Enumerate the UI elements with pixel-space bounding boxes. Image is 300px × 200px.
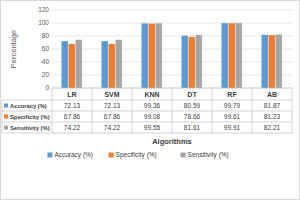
bar [69, 44, 75, 88]
table-line [292, 88, 293, 133]
table-line [2, 111, 292, 112]
table-line [212, 88, 213, 133]
table-row-label: Specificity (%) [10, 114, 50, 120]
table-value: 81.87 [264, 102, 281, 109]
grid-line [52, 62, 292, 63]
chart-container: 0 20 40 60 80 100 120 Percentage LR SVM KNN DT RF AB A… [0, 0, 300, 200]
table-value: 78.66 [184, 113, 201, 120]
table-line [2, 133, 292, 134]
table-value: 99.36 [144, 102, 161, 109]
x-tick-label: SVM [104, 91, 119, 98]
table-value: 81.61 [184, 124, 201, 131]
bar [229, 23, 235, 88]
table-value: 67.86 [64, 113, 81, 120]
x-tick-label: DT [187, 91, 197, 98]
table-line [172, 88, 173, 133]
grid-line [52, 36, 292, 37]
table-row-label: Accuracy (%) [10, 103, 47, 109]
table-line [2, 100, 292, 101]
table-value: 99.61 [224, 113, 241, 120]
table-value: 72.13 [64, 102, 81, 109]
bar [269, 35, 275, 88]
table-value: 99.91 [224, 124, 241, 131]
bar [156, 23, 162, 88]
bar [109, 44, 115, 88]
legend-label: Accuracy (%) [54, 151, 93, 159]
table-line [252, 88, 253, 133]
bar [222, 23, 228, 88]
table-value: 74.22 [64, 124, 81, 131]
legend-key [181, 153, 186, 158]
table-line [132, 88, 133, 133]
table-value: 74.22 [104, 124, 121, 131]
y-tick-label: 120 [38, 6, 49, 13]
table-legend-key [4, 126, 8, 130]
grid-line [52, 23, 292, 24]
bar [102, 41, 108, 88]
table-line [2, 122, 292, 123]
y-tick-label: 60 [42, 45, 50, 52]
y-tick-label: 100 [38, 19, 49, 26]
x-tick-label: AB [267, 91, 277, 98]
bar [76, 40, 82, 88]
chart-border [1, 1, 300, 200]
legend-label: Specificity (%) [116, 151, 157, 159]
table-legend-key [4, 115, 8, 119]
bar [196, 35, 202, 88]
table-line [92, 88, 93, 133]
grid-line [52, 10, 292, 11]
x-tick-label: RF [227, 91, 237, 98]
bar [182, 36, 188, 88]
table-legend-key [4, 104, 8, 108]
x-tick-label: KNN [144, 91, 159, 98]
legend-label: Sensitivity (%) [188, 151, 229, 159]
bar [149, 24, 155, 88]
chart-svg: 0 20 40 60 80 100 120 Percentage LR SVM KNN DT RF AB A… [0, 0, 300, 200]
bar [116, 40, 122, 88]
table-value: 99.55 [144, 124, 161, 131]
y-tick-label: 40 [42, 58, 50, 65]
bar [189, 37, 195, 88]
bar [62, 41, 68, 88]
bar [236, 23, 242, 88]
grid-line [52, 49, 292, 50]
x-axis-label: Algorithms [152, 137, 192, 146]
y-tick-label: 80 [42, 32, 50, 39]
bar [262, 35, 268, 88]
table-value: 72.13 [104, 102, 121, 109]
bar [142, 23, 148, 88]
bar [276, 35, 282, 88]
x-tick-label: LR [67, 91, 76, 98]
legend-key [109, 153, 114, 158]
table-value: 67.86 [104, 113, 121, 120]
y-axis-label: Percentage [9, 30, 18, 68]
table-value: 99.08 [144, 113, 161, 120]
table-value: 99.79 [224, 102, 241, 109]
legend-key [47, 153, 52, 158]
bars-group [62, 23, 282, 88]
y-tick-label: 0 [45, 84, 49, 91]
table-value: 80.59 [184, 102, 201, 109]
table-value: 81.23 [264, 113, 281, 120]
table-line [2, 100, 3, 133]
table-value: 82.21 [264, 124, 281, 131]
table-row-label: Sensitivity (%) [10, 125, 50, 131]
table-line [52, 88, 53, 133]
grid-line [52, 75, 292, 76]
y-tick-label: 20 [42, 71, 50, 78]
